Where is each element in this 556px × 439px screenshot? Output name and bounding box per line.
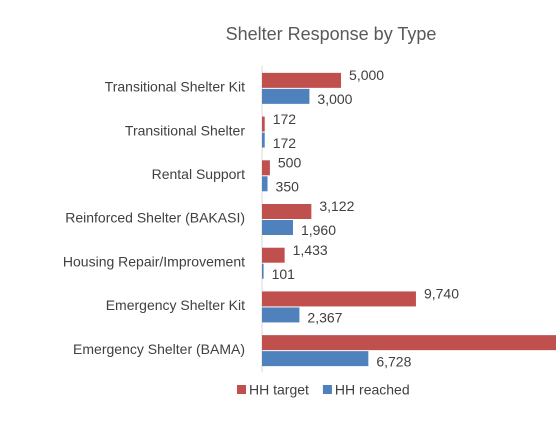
bar [262, 247, 285, 263]
bar [262, 88, 310, 104]
legend-label: HH target [249, 382, 309, 398]
data-label: 1,960 [301, 222, 336, 238]
data-label: 172 [273, 135, 297, 151]
data-label: 350 [276, 178, 300, 194]
y-tick-label: Rental Support [152, 166, 246, 182]
y-tick-label: Housing Repair/Improvement [63, 253, 245, 269]
y-tick-label: Emergency Shelter (BAMA) [73, 341, 245, 357]
data-label: 3,122 [319, 198, 354, 214]
bar [262, 351, 369, 367]
bar [262, 220, 293, 235]
bar [262, 263, 264, 279]
y-tick-label: Emergency Shelter Kit [106, 297, 245, 313]
bar [262, 176, 268, 192]
bar [262, 204, 312, 219]
data-label: 6,728 [376, 353, 411, 369]
bar [262, 160, 270, 176]
legend-label: HH reached [335, 382, 410, 398]
bar [262, 291, 416, 307]
y-tick-label: Reinforced Shelter (BAKASI) [65, 210, 245, 226]
bar [262, 132, 265, 148]
data-label: 5,000 [349, 67, 384, 83]
chart-title: Shelter Response by Type [226, 24, 437, 44]
y-tick-label: Transitional Shelter [125, 122, 245, 138]
data-label: 500 [278, 154, 302, 170]
data-label: 2,367 [307, 310, 342, 326]
data-label: 3,000 [317, 91, 352, 107]
data-label: 1,433 [293, 242, 328, 258]
y-tick-label: Transitional Shelter Kit [105, 79, 245, 95]
data-label: 9,740 [424, 286, 459, 302]
data-label: 101 [272, 266, 296, 282]
bar [262, 72, 342, 88]
bar [262, 335, 556, 351]
bar [262, 307, 300, 323]
data-label: 172 [273, 111, 297, 127]
legend-swatch [237, 385, 246, 394]
legend-swatch [322, 385, 332, 394]
bar [262, 116, 265, 132]
